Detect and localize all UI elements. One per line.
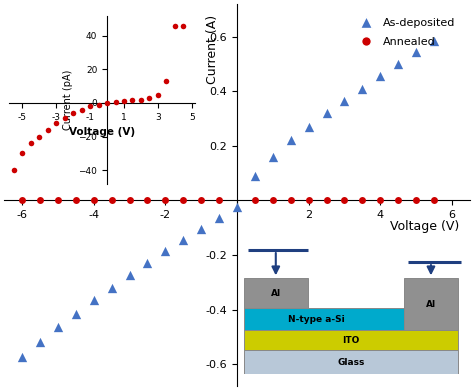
Point <box>376 197 384 204</box>
Point <box>72 310 80 317</box>
Point <box>90 197 98 204</box>
Point <box>269 197 277 204</box>
Point <box>412 197 420 204</box>
Point <box>215 215 223 221</box>
Point <box>197 226 205 232</box>
Point <box>144 197 151 204</box>
Legend: As-deposited, Annealed: As-deposited, Annealed <box>351 14 460 51</box>
Point <box>36 339 44 345</box>
Point <box>108 285 116 291</box>
Point <box>394 197 402 204</box>
Point <box>341 98 348 104</box>
Point <box>108 197 116 204</box>
Point <box>36 197 44 204</box>
Text: Current (A): Current (A) <box>206 15 219 84</box>
Point <box>251 197 259 204</box>
Point <box>18 197 26 204</box>
Point <box>180 197 187 204</box>
Text: Voltage (V): Voltage (V) <box>390 220 459 232</box>
Point <box>162 197 169 204</box>
Point <box>233 204 241 210</box>
Point <box>90 297 98 303</box>
Point <box>54 324 62 330</box>
Point <box>269 154 277 160</box>
Point <box>126 272 133 278</box>
Point <box>358 197 366 204</box>
Point <box>126 197 133 204</box>
Point <box>251 173 259 179</box>
Point <box>323 110 330 116</box>
Point <box>341 197 348 204</box>
Point <box>144 260 151 266</box>
Point <box>180 237 187 243</box>
Point <box>287 137 294 144</box>
Point <box>287 197 294 204</box>
Point <box>72 197 80 204</box>
Point <box>54 197 62 204</box>
Point <box>323 197 330 204</box>
Point <box>215 197 223 204</box>
Point <box>197 197 205 204</box>
Point <box>358 85 366 92</box>
Point <box>18 354 26 360</box>
Point <box>430 38 438 44</box>
Point <box>305 124 312 130</box>
Point <box>412 49 420 55</box>
Point <box>430 197 438 204</box>
Point <box>305 197 312 204</box>
Point <box>162 248 169 254</box>
Point <box>376 73 384 80</box>
Point <box>394 61 402 67</box>
